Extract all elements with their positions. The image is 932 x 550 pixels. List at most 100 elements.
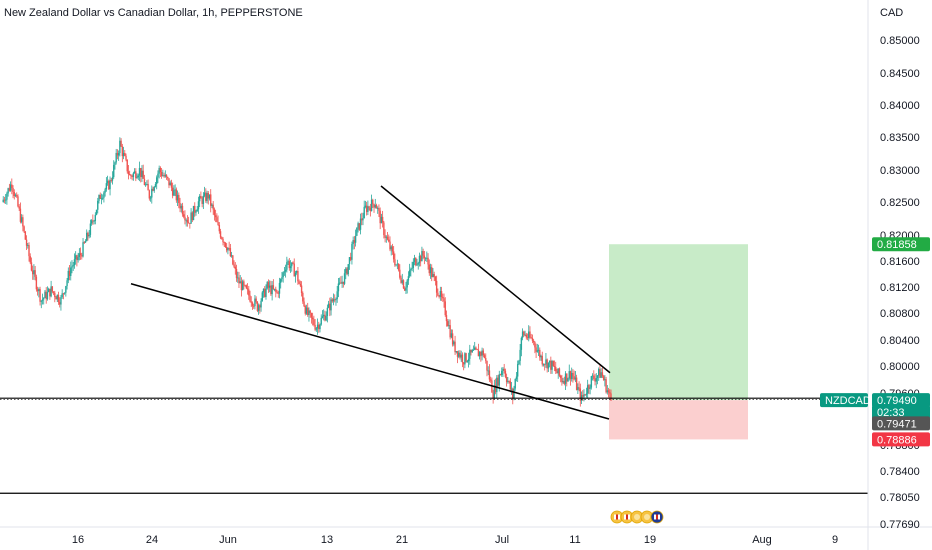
candle-body: [472, 349, 475, 351]
candle-body: [390, 246, 392, 250]
candle-body: [103, 192, 105, 198]
candle-body: [29, 256, 31, 263]
candle-body: [606, 390, 609, 393]
flag-icon[interactable]: [610, 510, 624, 524]
candle-body: [351, 244, 353, 260]
candle-body: [607, 390, 610, 393]
candle-body: [454, 341, 456, 353]
candle-body: [488, 370, 491, 380]
candle-body: [68, 270, 71, 277]
coin-icon[interactable]: [640, 510, 654, 524]
candle-body: [303, 301, 305, 307]
trendlines[interactable]: [0, 185, 868, 494]
candle-body: [499, 374, 502, 376]
candle-body: [578, 387, 580, 389]
candle-body: [605, 379, 607, 393]
candle-body: [435, 280, 438, 293]
candle-body: [272, 285, 275, 289]
candle-body: [386, 236, 389, 240]
candle-body: [143, 178, 146, 185]
candle-body: [572, 372, 574, 377]
candle-body: [249, 295, 251, 302]
time-axis[interactable]: 16 24 Jun 13 21 Jul 11 19 Aug 9: [72, 534, 838, 546]
candle-body: [299, 283, 302, 286]
candle-body: [46, 292, 49, 300]
candle-body: [599, 369, 601, 378]
lower-wedge-trendline[interactable]: [130, 283, 610, 420]
candle-body: [99, 194, 101, 199]
candle-body: [66, 280, 68, 287]
candle-body: [200, 196, 202, 199]
candle-body: [399, 269, 401, 278]
candle-body: [583, 394, 585, 397]
countdown-tag: [872, 405, 930, 420]
candle-body: [7, 188, 9, 194]
time-tick-label: 21: [396, 534, 408, 546]
candle-body: [211, 204, 213, 206]
candle-body: [498, 374, 500, 386]
time-tick-label: Jul: [495, 534, 509, 546]
candle-body: [62, 293, 65, 295]
candle-body: [307, 307, 309, 315]
candle-body: [65, 286, 67, 293]
candle-body: [186, 219, 189, 223]
candle-body: [55, 297, 57, 300]
candle-body: [446, 321, 449, 327]
candle-body: [505, 376, 508, 383]
candle-body: [559, 375, 562, 378]
candle-body: [51, 286, 54, 292]
candle-body: [380, 216, 383, 224]
price-tick-label: 0.80400: [880, 335, 920, 347]
candle-body: [178, 194, 180, 204]
candle-body: [308, 310, 310, 315]
candle-body: [232, 255, 234, 265]
event-markers[interactable]: [610, 510, 664, 524]
profit-zone[interactable]: [609, 244, 748, 401]
candle-body: [253, 305, 255, 307]
candle-body: [358, 223, 360, 230]
candle-body: [564, 373, 567, 384]
candle-body: [426, 257, 428, 259]
candle-body: [347, 264, 349, 275]
candle-body: [164, 174, 167, 177]
flag-icon[interactable]: [650, 510, 664, 524]
candle-body: [98, 194, 100, 201]
candle-body: [147, 184, 149, 191]
candle-body: [276, 291, 278, 293]
candle-body: [284, 269, 287, 272]
candle-body: [230, 255, 233, 257]
time-tick-label: 24: [146, 534, 158, 546]
candle-body: [357, 223, 359, 228]
candle-body: [207, 192, 209, 199]
upper-wedge-trendline[interactable]: [380, 185, 611, 374]
candle-body: [144, 184, 147, 186]
candle-body: [415, 257, 417, 266]
stop-loss-zone[interactable]: [609, 400, 748, 440]
candle-body: [370, 199, 373, 212]
candle-body: [412, 261, 415, 268]
candle-body: [589, 387, 591, 389]
candle-body: [191, 212, 194, 221]
candle-body: [168, 178, 170, 186]
candle-body: [428, 264, 430, 274]
candle-body: [108, 180, 110, 190]
candles: [2, 137, 612, 407]
candle-body: [248, 289, 250, 296]
candle-body: [508, 381, 510, 382]
candle-body: [427, 257, 429, 265]
candle-body: [364, 205, 367, 207]
chart-title: New Zealand Dollar vs Canadian Dollar, 1…: [4, 7, 303, 19]
candle-body: [557, 368, 559, 374]
candle-body: [413, 257, 416, 262]
candle-body: [389, 241, 391, 250]
candle-body: [95, 209, 98, 215]
candle-body: [73, 259, 76, 266]
candle-body: [121, 146, 124, 157]
candle-body: [300, 285, 303, 293]
candle-body: [201, 198, 203, 204]
candle-body: [278, 282, 281, 294]
candle-body: [180, 205, 182, 209]
candle-body: [127, 171, 130, 175]
candle-body: [406, 280, 408, 288]
